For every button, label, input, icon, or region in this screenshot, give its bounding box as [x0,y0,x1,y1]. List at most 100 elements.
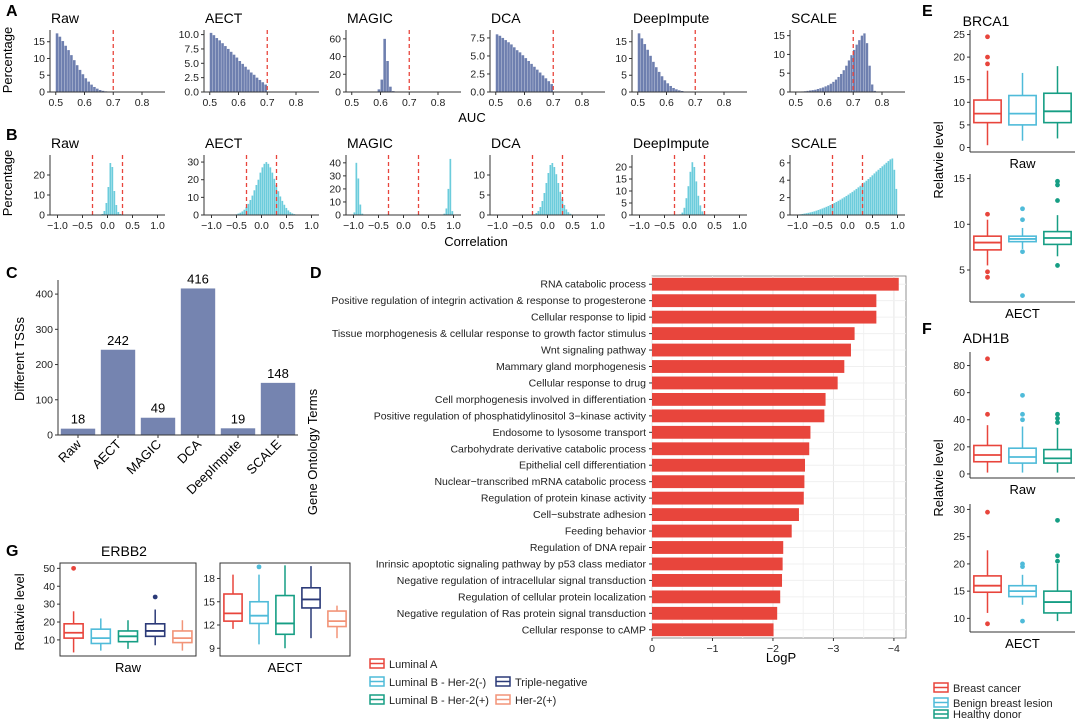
outlier-point [1055,182,1060,188]
hist-bar [386,61,389,92]
hist-bar [567,212,570,215]
hist-bar [67,50,70,92]
x-tick-label: −4 [888,643,900,655]
hist-bar [819,209,822,215]
hist-bar [78,69,82,92]
hist-bar [445,208,448,215]
hist-bar [212,35,216,92]
y-tick-label: 10 [953,97,965,109]
outlier-point [985,269,990,275]
hist-bar [663,80,667,92]
y-tick-label: 15 [953,586,965,598]
hist-bar [443,213,446,215]
hist-bar [513,47,516,92]
hist-bar [833,203,836,215]
y-tick-label: 5.0 [470,50,485,62]
facet-title-b-aect: AECT [205,135,243,151]
x-tick-label: 0.5 [279,220,294,232]
facet-title-b-magic: MAGIC [347,135,393,151]
outlier-point [1020,411,1025,417]
outlier-point [985,621,990,627]
hist-bar [672,87,675,92]
hist-bar [557,183,560,215]
go-bar-21 [652,623,774,637]
x-tick-label: 0.5 [630,97,645,109]
hist-bar [701,211,704,215]
facet-label-f-raw: Raw [1009,482,1036,497]
go-term-label: Inrinsic apoptotic signaling pathway by … [376,558,647,570]
x-tick-label: −3 [827,643,839,655]
hist-bar [291,213,294,215]
x-tick-label: 0.8 [575,97,590,109]
y-tick-label: 10 [33,53,45,65]
go-bar-11 [652,458,806,472]
go-term-label: Regulation of cellular protein localizat… [458,591,646,603]
y-tick-label: 10 [329,196,341,208]
hist-bar [253,190,256,215]
hist-bar [814,89,817,92]
outlier-point [1020,217,1025,223]
y-tick-label: 15 [953,173,965,185]
hist-bar [807,212,810,215]
legend-item-benign: Benign breast lesion [933,697,1053,710]
hist-bar [544,78,548,92]
hist-bar [815,210,818,215]
hist-bar [250,72,253,92]
x-tick-label: 0.5 [788,97,803,109]
facet-title-a-scale: SCALE [791,10,837,26]
hist-bar [380,79,384,92]
facet-title-b-deepimpute: DeepImpute [633,135,709,151]
y-tick-label: 0 [959,468,965,480]
y-tick-label: 30 [953,504,965,516]
bar-dca [180,288,216,435]
y-tick-label: 40 [43,581,55,593]
outlier-point [1020,392,1025,398]
y-tick-label: 20 [953,52,965,64]
box-f-raw-0 [973,356,1002,473]
x-category-label-magic: MAGIC [123,437,164,478]
x-tick-label: 0.7 [402,97,417,109]
hist-bar [827,85,830,92]
hist-bar [117,212,120,215]
hist-bar [267,163,270,215]
hist-bar [261,167,264,215]
hist-bar [678,90,681,92]
legend-label-triple-negative: Triple-negative [515,677,587,689]
go-bar-18 [652,573,783,587]
legend-item-luminal-b-pos: Luminal B - Her-2(+) [369,694,489,707]
hist-bar [58,36,62,92]
bar-scale [260,382,296,435]
hist-bar [90,84,93,92]
box-body [1008,447,1037,464]
hist-bar [857,187,860,215]
x-tick-label: 0.7 [106,97,121,109]
y-tick-label: 5 [621,198,627,210]
hist-bar [383,38,386,92]
hist-bar [809,212,812,215]
hist-bar [61,41,65,92]
hist-bar [889,159,892,215]
go-bar-17 [652,557,783,571]
facet-title-b-raw: Raw [51,135,80,151]
x-tick-label: 0.6 [77,97,92,109]
box-body [275,594,295,636]
hist-bar [451,211,454,215]
hist-bar [289,212,292,215]
go-bar-13 [652,491,804,505]
y-tick-label: 5 [39,70,45,82]
outlier-point [985,411,990,417]
legend-item-triple-negative: Triple-negative [495,676,587,689]
hist-bar [527,61,530,92]
box-body [249,600,269,625]
box-body [1008,94,1037,126]
hist-bar [244,66,247,92]
x-tick-label: −0.5 [812,220,833,232]
box-e-raw-1 [1008,72,1037,141]
y-tick-label: 15 [615,36,627,48]
hist-bar [845,195,848,215]
panel-letter-b: B [6,127,18,144]
y-tick-label: 10 [187,192,199,204]
box-g-aect-2 [275,565,295,649]
